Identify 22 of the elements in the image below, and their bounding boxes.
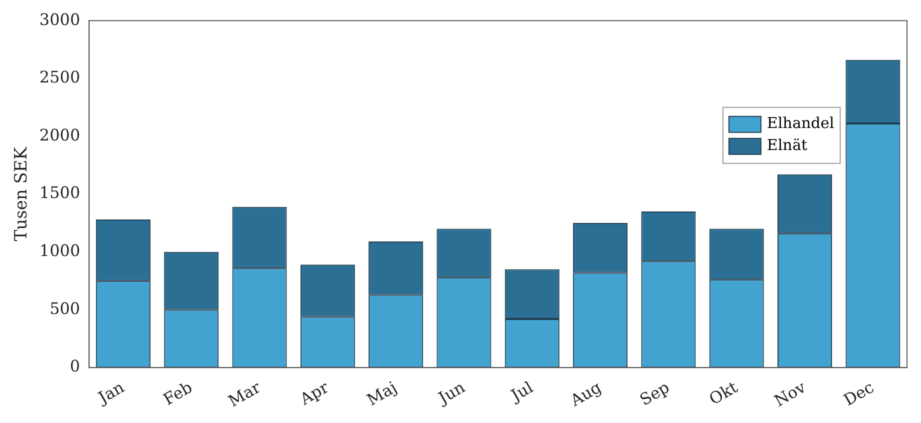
x-tick-label: Dec: [840, 377, 878, 410]
legend-label: Elnät: [766, 136, 808, 154]
y-tick-label: 2000: [39, 125, 80, 144]
x-tick-label: Jul: [506, 378, 536, 406]
y-tick-label: 500: [50, 298, 80, 318]
y-axis-title: Tusen SEK: [12, 146, 32, 242]
y-tick-label: 1000: [39, 241, 80, 260]
y-tick-label: 3000: [39, 10, 80, 29]
legend-label: Elhandel: [766, 114, 834, 132]
x-tick-label: Jun: [433, 378, 468, 408]
x-tick-label: Apr: [296, 377, 332, 410]
x-tick-label: Mar: [225, 377, 264, 411]
x-tick-label: Sep: [636, 378, 673, 410]
x-tick-label: Maj: [364, 378, 400, 410]
y-tick-label: 2500: [39, 68, 80, 87]
x-tick-label: Feb: [160, 378, 196, 409]
x-tick-label: Jan: [93, 378, 128, 408]
y-tick-label: 1500: [39, 183, 80, 202]
x-tick-label: Aug: [566, 378, 604, 411]
x-tick-label: Nov: [771, 378, 809, 410]
x-tick-label: Okt: [706, 377, 742, 409]
y-tick-label: 0: [70, 356, 80, 376]
